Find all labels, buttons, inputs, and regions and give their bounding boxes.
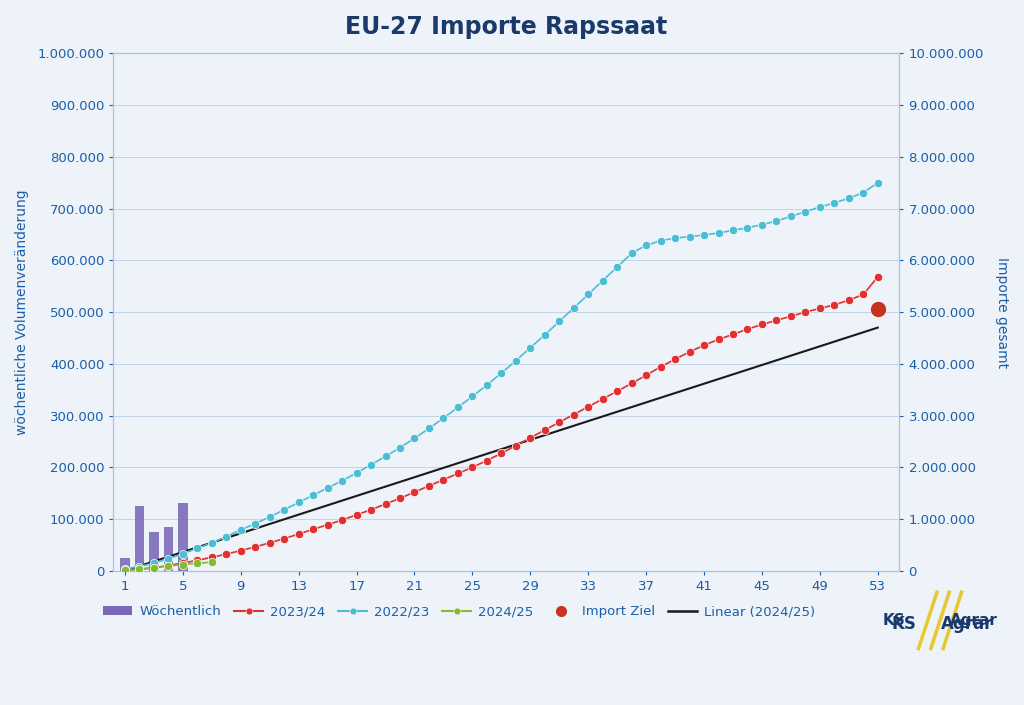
Text: Agrar: Agrar	[950, 613, 997, 628]
Title: EU-27 Importe Rapssaat: EU-27 Importe Rapssaat	[345, 15, 668, 39]
Bar	[164, 527, 173, 571]
Bar	[135, 506, 144, 571]
Bar	[178, 503, 187, 571]
Text: KS: KS	[883, 613, 905, 628]
Text: Agrar: Agrar	[941, 615, 993, 633]
Y-axis label: Importe gesamt: Importe gesamt	[995, 257, 1009, 367]
Bar	[150, 532, 159, 571]
Bar	[120, 558, 130, 571]
Y-axis label: wöchentliche Volumenveränderung: wöchentliche Volumenveränderung	[15, 189, 29, 435]
Legend: Wöchentlich, 2023/24, 2022/23, 2024/25, Import Ziel, Linear (2024/25): Wöchentlich, 2023/24, 2022/23, 2024/25, …	[98, 600, 820, 624]
Point	[869, 304, 886, 315]
Text: KS: KS	[892, 615, 916, 633]
